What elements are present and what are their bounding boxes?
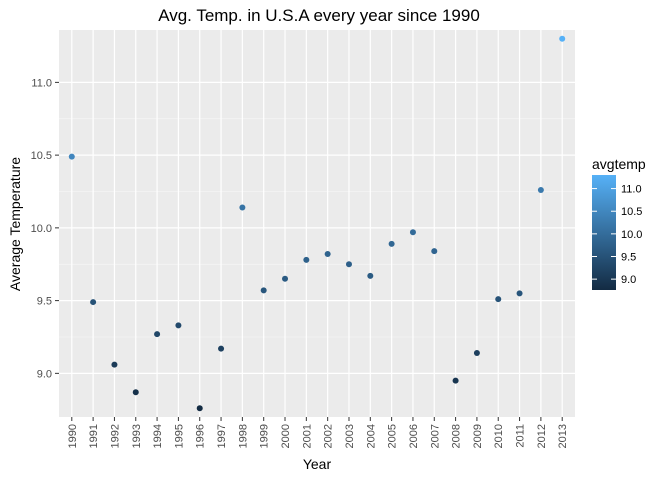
x-axis: 1990 1991 1992 1993 1994 1995 1996 1997 1998 1999…	[67, 417, 569, 448]
data-points	[68, 35, 566, 412]
data-point	[324, 251, 331, 258]
x-tick-label: 1991	[88, 424, 100, 448]
x-tick-label: 1998	[237, 424, 249, 448]
x-tick-label: 2004	[365, 424, 377, 448]
legend-tick-label: 10.0	[621, 229, 642, 241]
data-point	[175, 322, 182, 329]
x-tick-label: 2012	[536, 424, 548, 448]
x-tick-label: 2010	[493, 424, 505, 448]
data-point	[495, 296, 502, 303]
data-point	[132, 389, 139, 396]
data-point	[218, 345, 225, 352]
x-tick-label: 2011	[515, 424, 527, 448]
y-tick-label: 10.0	[31, 223, 52, 235]
x-tick-label: 2002	[323, 424, 335, 448]
data-point	[345, 261, 352, 268]
x-tick-label: 1990	[67, 424, 79, 448]
y-tick-label: 9.0	[37, 368, 52, 380]
x-tick-label: 1997	[216, 424, 228, 448]
data-point	[303, 256, 310, 263]
x-tick-label: 1993	[131, 424, 143, 448]
legend-ticks: 11.0 10.5 10.0 9.5 9.0	[592, 184, 642, 286]
data-point	[559, 35, 566, 42]
grid-minor	[59, 118, 575, 338]
data-point	[409, 229, 416, 236]
x-tick-label: 2008	[451, 424, 463, 448]
data-point	[260, 287, 267, 294]
plot-panel	[59, 30, 575, 417]
x-tick-label: 1996	[195, 424, 207, 448]
x-tick-label: 1994	[152, 424, 164, 448]
data-point	[154, 331, 161, 338]
x-tick-label: 1999	[259, 424, 271, 448]
data-point	[239, 204, 246, 211]
data-point	[68, 153, 75, 160]
chart-title: Avg. Temp. in U.S.A every year since 199…	[158, 6, 480, 25]
x-tick-label: 2001	[301, 424, 313, 448]
y-axis-label: Average Temperature	[7, 157, 23, 291]
data-point	[196, 405, 203, 412]
data-point	[367, 272, 374, 279]
y-tick-label: 11.0	[31, 77, 52, 89]
x-tick-label: 1995	[173, 424, 185, 448]
legend-tick-label: 10.5	[621, 206, 642, 218]
data-point	[452, 377, 459, 384]
y-tick-label: 10.5	[31, 150, 52, 162]
data-point	[111, 361, 118, 368]
x-tick-label: 2005	[387, 424, 399, 448]
data-point	[90, 299, 97, 306]
legend-title: avgtemp	[592, 156, 646, 172]
legend-tick-label: 9.0	[621, 274, 636, 286]
data-point	[473, 349, 480, 356]
y-tick-label: 9.5	[37, 296, 52, 308]
legend-colorbar	[592, 175, 616, 290]
x-tick-label: 2007	[429, 424, 441, 448]
x-tick-label: 2006	[408, 424, 420, 448]
x-tick-label: 2013	[557, 424, 569, 448]
data-point	[537, 187, 544, 194]
data-point	[388, 240, 395, 247]
data-point	[516, 290, 523, 297]
data-point	[282, 275, 289, 282]
legend: avgtemp 11.0 10.5 10.0 9.5 9.0	[592, 156, 646, 290]
y-axis: 9.0 9.5 10.0 10.5 11.0	[31, 77, 59, 380]
x-tick-label: 2003	[344, 424, 356, 448]
legend-tick-label: 9.5	[621, 251, 636, 263]
x-tick-label: 2009	[472, 424, 484, 448]
data-point	[431, 248, 438, 255]
legend-tick-label: 11.0	[621, 184, 642, 196]
x-tick-label: 1992	[109, 424, 121, 448]
x-tick-label: 2000	[280, 424, 292, 448]
x-axis-label: Year	[303, 456, 332, 472]
